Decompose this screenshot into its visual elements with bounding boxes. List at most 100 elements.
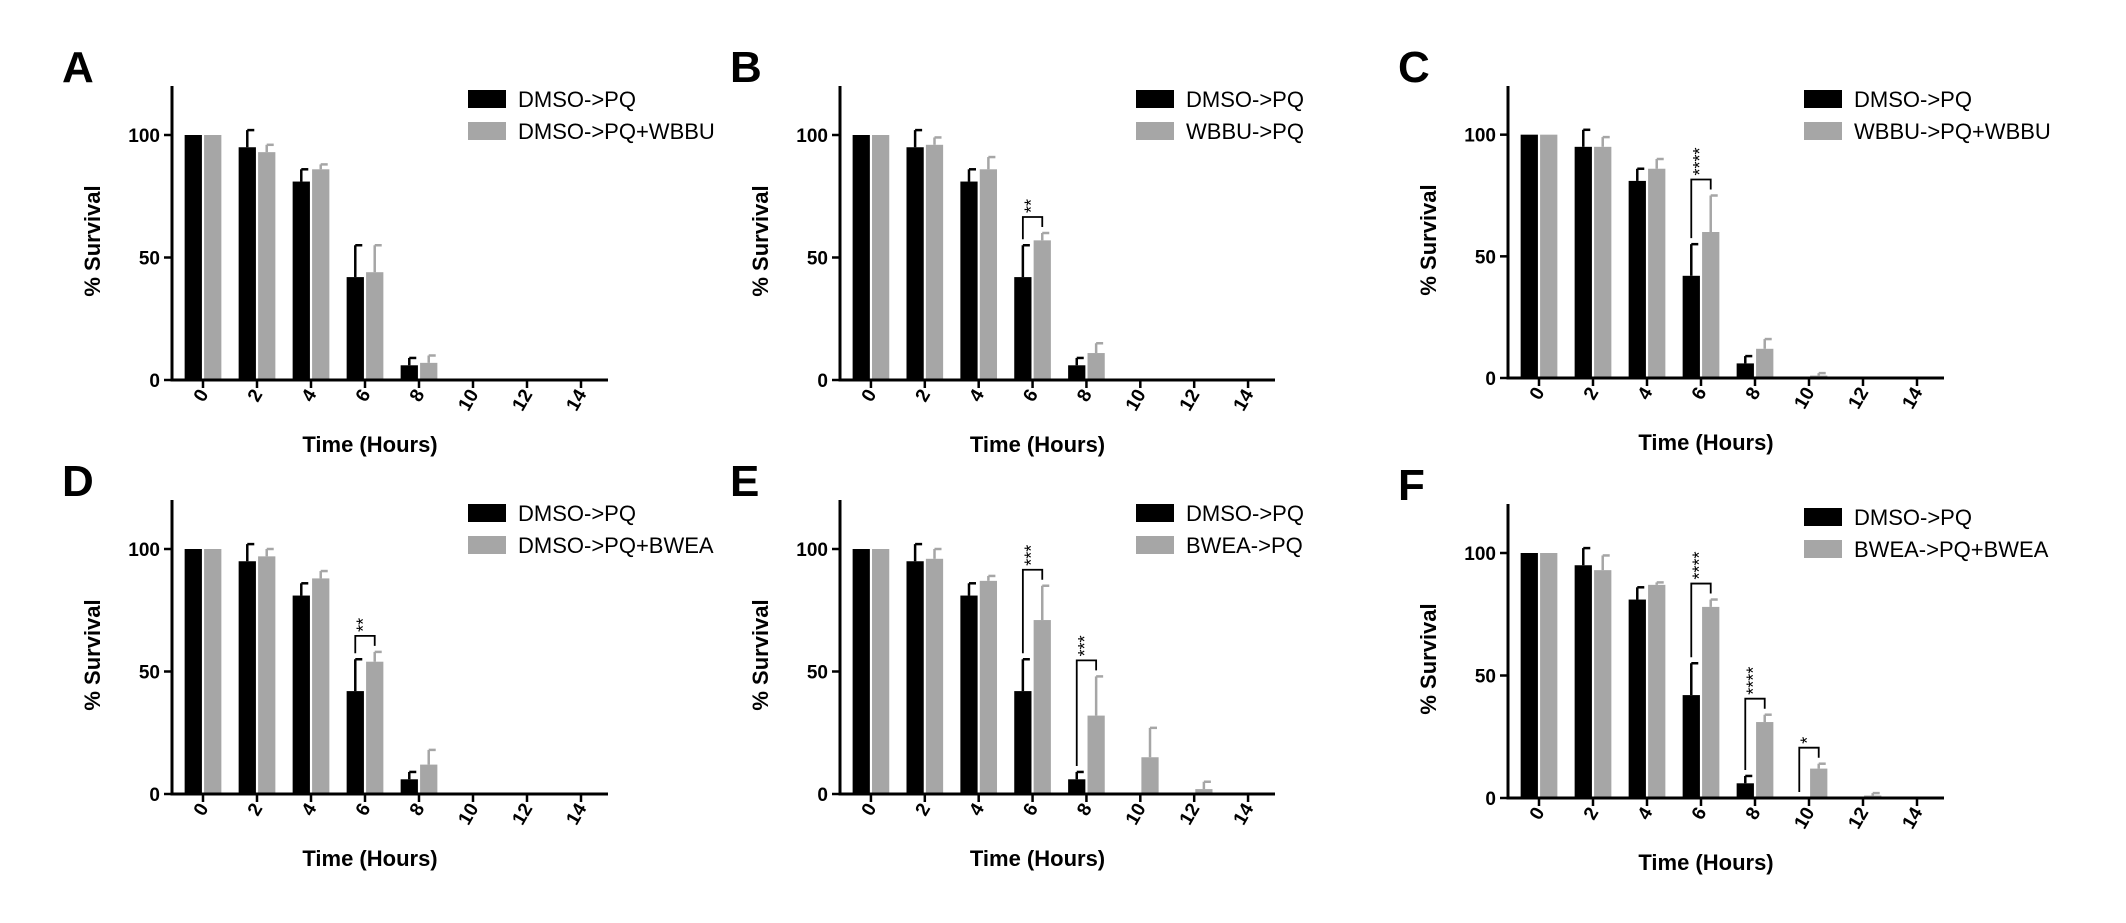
bar <box>1014 277 1032 380</box>
legend-swatch <box>1804 122 1842 140</box>
bar <box>1736 363 1754 378</box>
x-tick-label: 14 <box>563 386 592 415</box>
bar <box>1736 783 1754 798</box>
y-tick-label: 100 <box>796 126 828 147</box>
bar <box>400 779 418 794</box>
x-tick-label: 4 <box>298 386 322 406</box>
x-tick-label: 0 <box>190 386 213 406</box>
bar <box>960 181 978 380</box>
x-axis-title: Time (Hours) <box>970 432 1105 457</box>
y-tick-label: 100 <box>796 540 828 561</box>
bar <box>1033 240 1051 380</box>
bar <box>1648 168 1666 378</box>
legend-swatch <box>1136 90 1174 108</box>
legend-label: DMSO->PQ <box>1854 505 1972 530</box>
significance-label: *** <box>1075 635 1095 656</box>
legend-swatch <box>1136 536 1174 554</box>
significance-label: **** <box>1690 147 1710 175</box>
panel-letter: C <box>1398 43 1430 92</box>
legend-label: BWEA->PQ+BWEA <box>1854 537 2049 562</box>
bar <box>1033 620 1051 794</box>
bar <box>400 365 418 380</box>
y-tick-label: 0 <box>149 371 160 392</box>
y-tick-label: 50 <box>1475 247 1496 268</box>
bar <box>852 549 870 794</box>
bar <box>346 691 364 794</box>
x-tick-label: 4 <box>966 800 990 820</box>
bar <box>1087 715 1105 794</box>
bar <box>906 147 924 380</box>
legend-label: WBBU->PQ <box>1186 119 1304 144</box>
legend-swatch <box>1804 508 1842 526</box>
x-tick-label: 0 <box>1526 804 1549 824</box>
bar <box>1087 353 1105 380</box>
bar <box>1702 232 1720 378</box>
x-tick-label: 8 <box>1742 804 1765 824</box>
y-tick-label: 50 <box>1475 667 1496 688</box>
legend-label: BWEA->PQ <box>1186 533 1303 558</box>
bar <box>366 661 384 794</box>
y-tick-label: 0 <box>817 371 828 392</box>
x-tick-label: 14 <box>563 800 592 829</box>
bar <box>872 549 890 794</box>
bar <box>238 147 256 380</box>
y-tick-label: 50 <box>139 249 160 270</box>
bar <box>312 169 330 380</box>
x-tick-label: 6 <box>1019 386 1042 406</box>
bar <box>1628 599 1646 798</box>
legend-label: DMSO->PQ <box>1186 87 1304 112</box>
legend-swatch <box>1136 122 1174 140</box>
x-tick-label: 12 <box>1176 386 1205 415</box>
significance-label: ** <box>1021 199 1041 213</box>
y-axis-title: % Survival <box>748 185 773 296</box>
x-axis-title: Time (Hours) <box>970 846 1105 871</box>
significance-label: ** <box>354 618 374 632</box>
x-tick-label: 6 <box>1688 384 1711 404</box>
x-tick-label: 2 <box>1580 384 1603 404</box>
bar <box>292 181 310 380</box>
x-axis-title: Time (Hours) <box>302 846 437 871</box>
y-tick-label: 0 <box>817 785 828 806</box>
bar <box>1141 757 1159 794</box>
bar <box>872 135 890 380</box>
x-tick-label: 12 <box>509 386 538 415</box>
x-tick-label: 6 <box>352 386 375 406</box>
bar <box>925 558 944 794</box>
legend-swatch <box>1804 540 1842 558</box>
bar <box>1520 553 1538 798</box>
y-tick-label: 100 <box>1464 126 1496 147</box>
bar <box>1648 584 1666 798</box>
bar <box>1540 553 1558 798</box>
legend-label: DMSO->PQ <box>1854 87 1972 112</box>
x-tick-label: 8 <box>1073 800 1096 820</box>
x-axis-title: Time (Hours) <box>1638 430 1773 455</box>
bar <box>852 135 870 380</box>
chart-panel-a: A 0 50 100 0 2 4 6 8 10 12 14 Time (Hours) % Survival… <box>62 43 715 457</box>
x-tick-label: 4 <box>966 386 990 406</box>
bar <box>1628 180 1646 378</box>
panel-letter: A <box>62 43 94 92</box>
bar <box>906 561 924 794</box>
bar <box>1068 365 1086 380</box>
bar <box>1702 606 1720 798</box>
bar <box>1014 691 1032 794</box>
x-tick-label: 10 <box>455 386 484 415</box>
bar <box>258 556 276 794</box>
significance-bracket <box>1690 178 1712 239</box>
bar <box>1540 134 1558 378</box>
bar <box>1594 146 1612 378</box>
legend-label: DMSO->PQ <box>1186 501 1304 526</box>
significance-bracket <box>1744 697 1766 770</box>
y-axis-title: % Survival <box>748 599 773 710</box>
panel-letter: F <box>1398 461 1425 510</box>
y-tick-label: 0 <box>1485 369 1496 390</box>
y-tick-label: 100 <box>128 126 160 147</box>
x-tick-label: 2 <box>244 800 267 820</box>
x-tick-label: 2 <box>1580 804 1603 824</box>
y-tick-label: 0 <box>149 785 160 806</box>
bar <box>1756 722 1774 798</box>
panel-letter: E <box>730 457 759 506</box>
y-tick-label: 50 <box>807 249 828 270</box>
